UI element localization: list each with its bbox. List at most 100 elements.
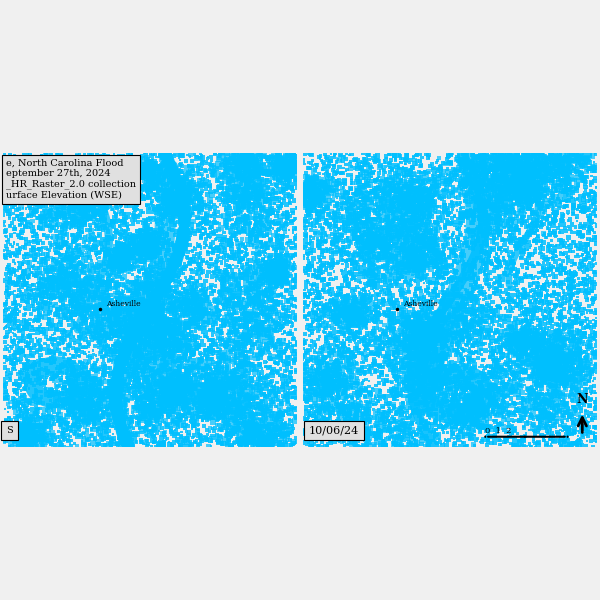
Point: [148, 160, 158, 169]
Point: [10, 214, 19, 224]
Point: [103, 405, 113, 415]
Point: [275, 169, 284, 178]
Point: [314, 194, 324, 203]
Point: [266, 386, 275, 395]
Point: [209, 406, 218, 416]
Point: [422, 416, 431, 425]
Point: [156, 229, 166, 238]
Point: [59, 395, 68, 405]
Point: [510, 158, 520, 168]
Point: [97, 184, 107, 193]
Point: [235, 398, 245, 407]
Point: [160, 297, 169, 307]
Point: [66, 380, 76, 389]
Point: [215, 357, 225, 367]
Point: [577, 332, 586, 342]
Point: [515, 179, 525, 189]
Point: [114, 197, 124, 207]
Point: [410, 326, 420, 335]
Point: [120, 191, 130, 201]
Point: [144, 416, 154, 426]
Point: [134, 310, 143, 319]
Point: [583, 322, 593, 332]
Point: [246, 337, 256, 346]
Point: [141, 249, 151, 259]
Point: [114, 429, 124, 439]
Point: [215, 391, 225, 401]
Point: [97, 214, 107, 224]
Point: [417, 302, 427, 312]
Point: [373, 250, 382, 259]
Point: [572, 349, 581, 358]
Point: [20, 429, 29, 439]
Point: [222, 339, 232, 349]
Point: [391, 295, 401, 305]
Point: [132, 332, 142, 342]
Point: [494, 272, 504, 281]
Point: [455, 179, 464, 188]
Point: [174, 190, 184, 199]
Point: [540, 365, 550, 375]
Point: [153, 317, 163, 327]
Point: [484, 192, 494, 202]
Point: [241, 314, 250, 324]
Point: [140, 183, 149, 193]
Point: [174, 323, 184, 333]
Point: [481, 182, 491, 191]
Point: [305, 239, 314, 248]
Point: [243, 202, 253, 212]
Point: [490, 199, 499, 208]
Point: [161, 337, 170, 346]
Point: [94, 262, 103, 272]
Point: [409, 211, 418, 220]
Point: [10, 173, 19, 183]
Point: [145, 395, 155, 404]
Point: [278, 379, 288, 389]
Point: [286, 416, 295, 426]
Point: [278, 391, 288, 401]
Point: [512, 300, 521, 310]
Point: [542, 439, 551, 448]
Point: [119, 214, 129, 224]
Point: [392, 383, 402, 393]
Point: [71, 310, 80, 320]
Point: [152, 162, 162, 172]
Point: [163, 409, 172, 418]
Point: [290, 235, 300, 245]
Point: [262, 213, 272, 223]
Point: [178, 379, 188, 389]
Point: [216, 367, 226, 377]
Point: [163, 194, 173, 204]
Point: [470, 310, 479, 320]
Point: [278, 166, 288, 176]
Point: [509, 340, 519, 350]
Point: [282, 360, 292, 370]
Point: [544, 360, 553, 370]
Point: [475, 170, 485, 179]
Point: [45, 185, 55, 194]
Point: [425, 321, 434, 331]
Point: [179, 380, 188, 390]
Point: [305, 185, 314, 195]
Point: [258, 211, 268, 220]
Point: [491, 416, 500, 426]
Point: [235, 266, 245, 276]
Point: [56, 320, 66, 330]
Point: [489, 185, 499, 195]
Point: [493, 160, 503, 170]
Point: [212, 305, 222, 315]
Point: [551, 383, 560, 393]
Point: [358, 188, 368, 198]
Point: [283, 381, 292, 391]
Point: [245, 398, 254, 407]
Point: [446, 312, 456, 322]
Point: [358, 419, 368, 428]
Point: [407, 254, 416, 264]
Point: [166, 349, 176, 359]
Point: [310, 166, 319, 175]
Point: [470, 414, 480, 424]
Point: [565, 271, 575, 281]
Point: [230, 166, 240, 176]
Point: [111, 315, 121, 325]
Point: [222, 379, 232, 389]
